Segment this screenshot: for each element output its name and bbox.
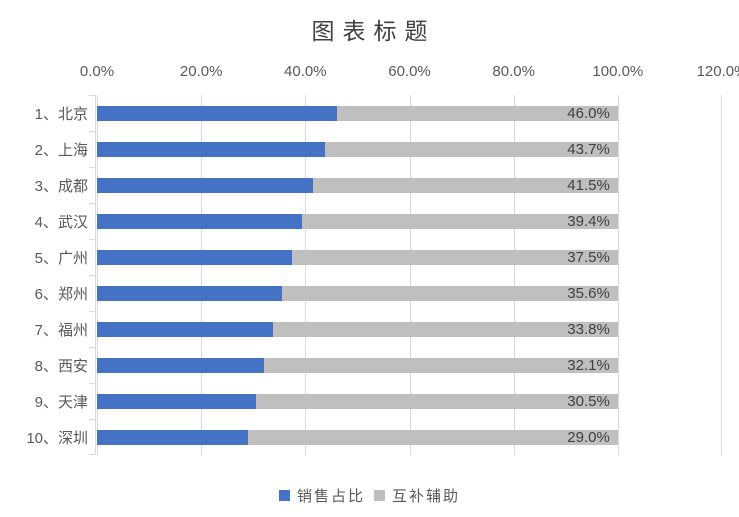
- bar-track: 30.5%: [97, 392, 618, 410]
- x-axis-tick-label: 20.0%: [179, 63, 223, 80]
- bar-segment-auxiliary[interactable]: 35.6%: [282, 284, 618, 302]
- category-label: 10、深圳: [26, 429, 88, 447]
- category-axis-tick: [89, 95, 95, 96]
- gridline: [513, 95, 515, 455]
- category-label: 8、西安: [34, 357, 88, 375]
- bar-track: 35.6%: [97, 284, 618, 302]
- bar-row: 32.1%: [97, 347, 722, 383]
- x-axis: 0.0% 20.0% 40.0% 60.0% 80.0% 100.0% 120.…: [80, 63, 739, 81]
- x-axis-tick-label: 100.0%: [592, 63, 644, 80]
- bar-track: 43.7%: [97, 140, 618, 158]
- category-label: 4、武汉: [34, 213, 88, 231]
- gridline: [201, 95, 203, 455]
- category-label: 1、北京: [34, 105, 88, 123]
- category-axis-tick: [89, 311, 95, 312]
- bar-track: 29.0%: [97, 428, 618, 446]
- bar-segment-sales[interactable]: [97, 177, 314, 193]
- legend-item[interactable]: 销售占比: [278, 485, 365, 506]
- bar-row: 41.5%: [97, 167, 722, 203]
- gridline: [617, 95, 619, 455]
- legend-label: 互补辅助: [392, 488, 461, 505]
- data-label: 37.5%: [567, 248, 610, 266]
- bar-track: 37.5%: [97, 248, 618, 266]
- bar-segment-sales[interactable]: [97, 393, 256, 409]
- category-label: 3、成都: [34, 177, 88, 195]
- gridline: [409, 95, 411, 455]
- data-label: 39.4%: [567, 212, 610, 230]
- bar-segment-auxiliary[interactable]: 37.5%: [292, 248, 618, 266]
- gridline: [305, 95, 307, 455]
- bar-track: 32.1%: [97, 356, 618, 374]
- category-axis-tick: [89, 275, 95, 276]
- bar-segment-auxiliary[interactable]: 46.0%: [336, 104, 618, 122]
- category-axis-line: [95, 95, 96, 455]
- x-axis-tick-label: 80.0%: [492, 63, 535, 80]
- bar-track: 33.8%: [97, 320, 618, 338]
- category-axis-tick: [89, 167, 95, 168]
- category-axis-tick: [89, 131, 95, 132]
- bar-row: 39.4%: [97, 203, 722, 239]
- data-label: 43.7%: [567, 140, 610, 158]
- category-label: 2、上海: [34, 141, 88, 159]
- bar-segment-sales[interactable]: [97, 249, 293, 265]
- data-label: 46.0%: [567, 104, 610, 122]
- legend-swatch-icon: [374, 490, 385, 501]
- gridline: [97, 95, 98, 455]
- bar-row: 35.6%: [97, 275, 722, 311]
- bar-track: 41.5%: [97, 176, 618, 194]
- x-axis-tick-label: 60.0%: [388, 63, 431, 80]
- x-axis-tick-label: 120.0%: [696, 63, 739, 80]
- bar-row: 43.7%: [97, 131, 722, 167]
- data-label: 32.1%: [567, 356, 610, 374]
- legend: 销售占比 互补辅助: [0, 485, 739, 506]
- x-axis-tick-label: 40.0%: [284, 63, 327, 80]
- category-axis-tick: [89, 347, 95, 348]
- bar-segment-sales[interactable]: [97, 429, 249, 445]
- category-axis-tick: [89, 454, 95, 455]
- bar-segment-sales[interactable]: [97, 141, 325, 157]
- x-axis-tick-label: 0.0%: [79, 63, 115, 80]
- bar-row: 33.8%: [97, 311, 722, 347]
- bar-track: 39.4%: [97, 212, 618, 230]
- bar-segment-sales[interactable]: [97, 285, 283, 301]
- bar-segment-auxiliary[interactable]: 30.5%: [255, 392, 618, 410]
- category-axis-tick: [89, 203, 95, 204]
- bar-row: 30.5%: [97, 383, 722, 419]
- legend-item[interactable]: 互补辅助: [374, 485, 460, 506]
- data-label: 30.5%: [567, 392, 610, 410]
- data-label: 41.5%: [567, 176, 610, 194]
- chart-title: 图表标题: [311, 18, 436, 44]
- category-axis-tick: [89, 383, 95, 384]
- bar-row: 29.0%: [97, 419, 722, 455]
- category-axis-tick: [89, 239, 95, 240]
- category-label: 7、福州: [34, 321, 88, 339]
- category-label: 5、广州: [34, 249, 88, 267]
- bar-row: 46.0%: [97, 95, 722, 131]
- bar-segment-auxiliary[interactable]: 43.7%: [324, 140, 618, 158]
- bar-segment-sales[interactable]: [97, 321, 274, 337]
- bar-track: 46.0%: [97, 104, 618, 122]
- bar-segment-auxiliary[interactable]: 33.8%: [273, 320, 618, 338]
- bar-row: 37.5%: [97, 239, 722, 275]
- bar-segment-sales[interactable]: [97, 357, 265, 373]
- bar-segment-auxiliary[interactable]: 29.0%: [248, 428, 618, 446]
- category-axis-labels: 1、北京 2、上海 3、成都 4、武汉 5、广州 6、郑州 7、福州 8、西安 …: [0, 95, 89, 455]
- bar-segment-sales[interactable]: [97, 213, 303, 229]
- legend-swatch-icon: [278, 490, 290, 501]
- data-label: 35.6%: [567, 284, 610, 302]
- plot-area: 46.0% 43.7% 41.5% 39.4%: [89, 95, 722, 455]
- category-axis-tick: [89, 419, 95, 420]
- gridline: [721, 95, 722, 455]
- legend-label: 销售占比: [296, 488, 365, 505]
- bar-segment-sales[interactable]: [97, 105, 337, 121]
- bar-segment-auxiliary[interactable]: 32.1%: [264, 356, 618, 374]
- bar-rows: 46.0% 43.7% 41.5% 39.4%: [97, 95, 722, 455]
- bar-segment-auxiliary[interactable]: 39.4%: [302, 212, 618, 230]
- category-label: 6、郑州: [34, 285, 88, 303]
- data-label: 29.0%: [567, 428, 610, 446]
- category-label: 9、天津: [34, 393, 88, 411]
- bar-segment-auxiliary[interactable]: 41.5%: [313, 176, 618, 194]
- data-label: 33.8%: [567, 320, 610, 338]
